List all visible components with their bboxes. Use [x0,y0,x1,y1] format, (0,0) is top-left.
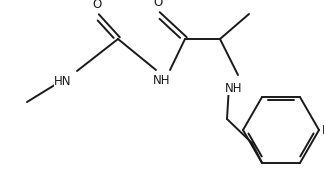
Text: NH: NH [153,74,171,87]
Text: F: F [322,124,324,137]
Text: HN: HN [53,75,71,88]
Text: NH: NH [225,82,243,95]
Text: O: O [92,0,102,11]
Text: O: O [153,0,163,9]
